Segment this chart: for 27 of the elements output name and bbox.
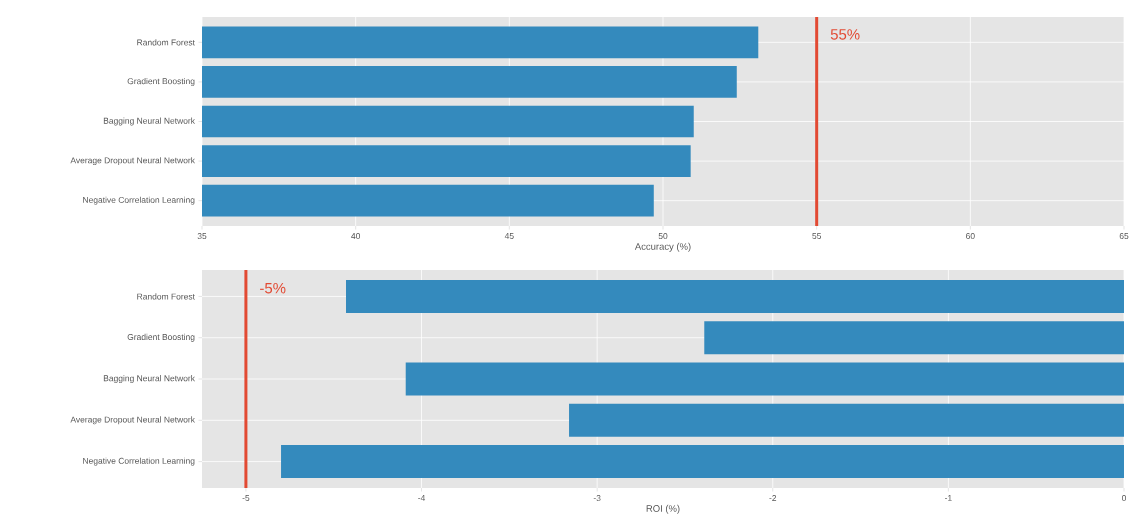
- y-tick-label: Negative Correlation Learning: [83, 196, 195, 205]
- x-tick-label: 65: [1119, 233, 1129, 240]
- y-tick-label: Gradient Boosting: [127, 333, 195, 342]
- x-axis-title: Accuracy (%): [634, 242, 691, 252]
- x-tick-label: 35: [197, 233, 207, 240]
- x-tick-label: 0: [1121, 495, 1127, 502]
- y-tick-label: Bagging Neural Network: [103, 375, 195, 383]
- x-tick-label: -4: [418, 495, 426, 501]
- y-tick-label: Negative Correlation Learning: [83, 457, 195, 466]
- x-tick-label: -3: [593, 495, 601, 502]
- x-tick-label: 50: [658, 233, 668, 240]
- x-tick-label: 60: [966, 233, 975, 240]
- x-tick-label: -2: [769, 495, 777, 501]
- y-tick-label: Average Dropout Neural Network: [70, 157, 195, 166]
- ref-line-label: -5%: [260, 282, 286, 294]
- x-tick-label: -5: [242, 495, 250, 501]
- x-tick-label: -1: [945, 495, 952, 501]
- y-tick-label: Average Dropout Neural Network: [70, 416, 195, 425]
- y-tick-label: Gradient Boosting: [127, 77, 195, 86]
- x-tick-label: 40: [351, 233, 361, 240]
- ref-line-label: 55%: [830, 29, 860, 40]
- y-tick-label: Random Forest: [137, 39, 195, 46]
- y-tick-label: Bagging Neural Network: [103, 117, 195, 126]
- x-tick-label: 55: [812, 233, 822, 239]
- x-tick-label: 45: [504, 233, 514, 239]
- x-axis-title: ROI (%): [646, 504, 680, 514]
- y-tick-label: Random Forest: [137, 293, 195, 300]
